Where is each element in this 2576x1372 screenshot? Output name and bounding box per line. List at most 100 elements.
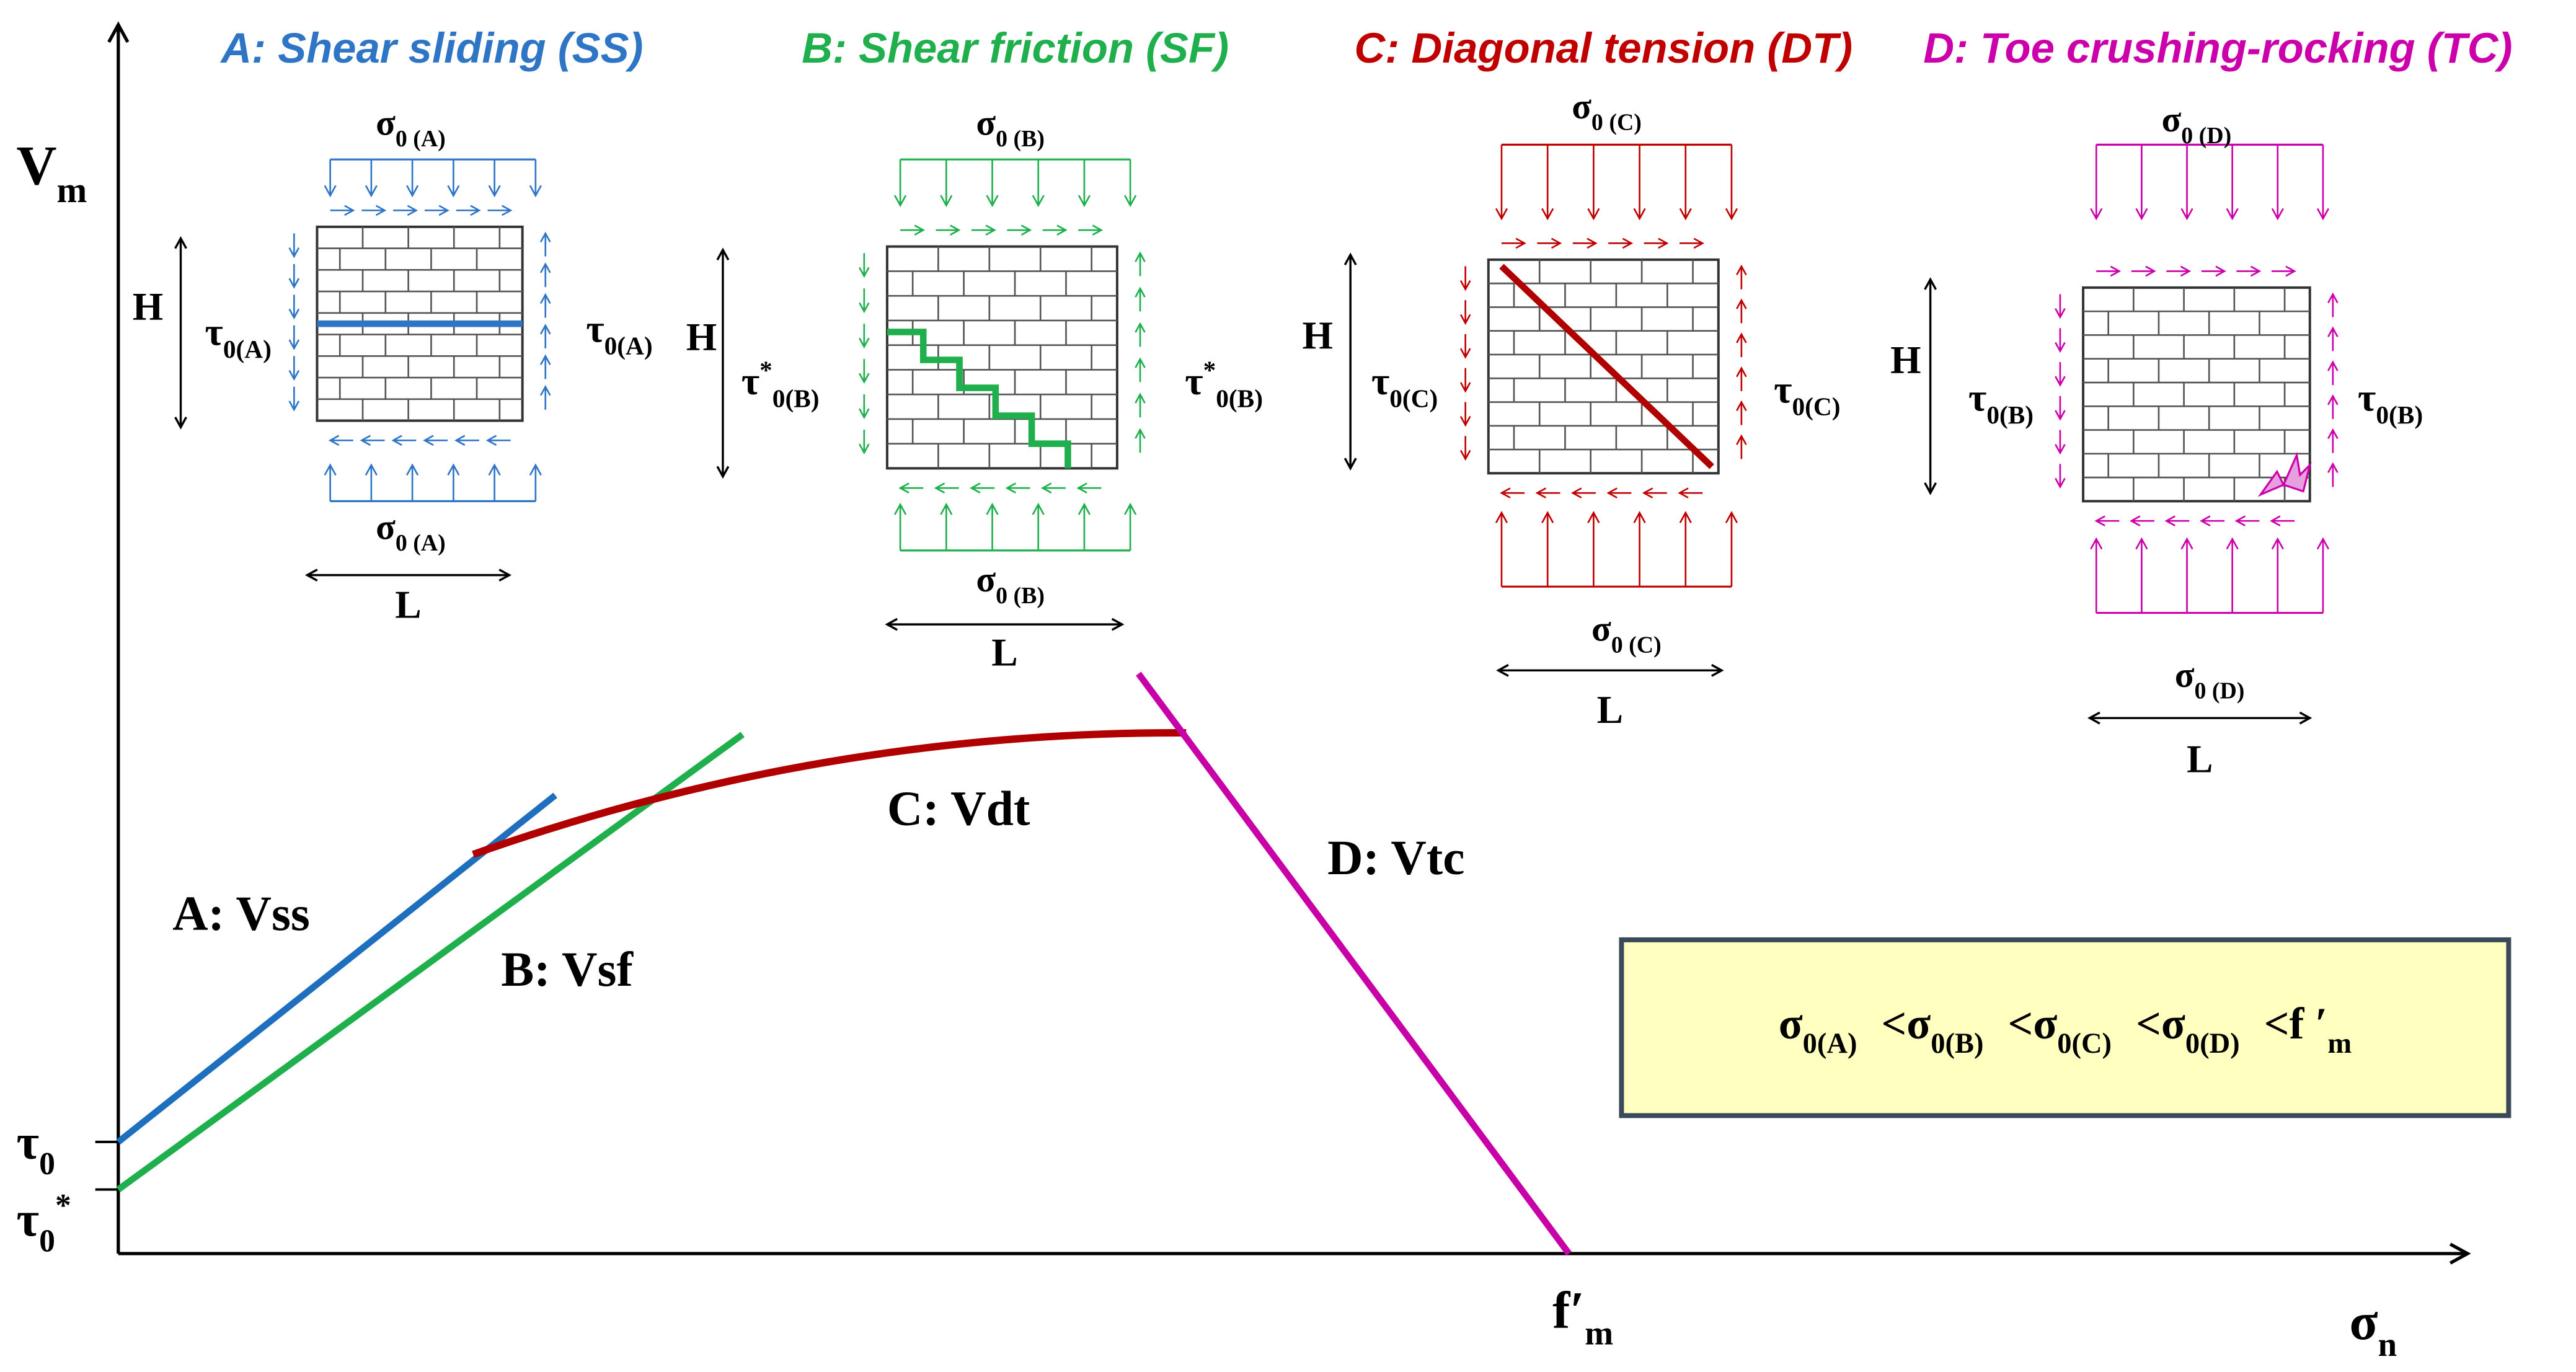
arrow-head bbox=[391, 435, 402, 446]
arrow-head bbox=[1124, 502, 1137, 515]
arrow-head bbox=[2327, 360, 2339, 371]
arrow-head bbox=[985, 224, 996, 236]
arrow-head bbox=[716, 247, 730, 261]
arrow-head bbox=[2180, 537, 2193, 550]
arrow-head bbox=[2271, 208, 2284, 221]
arrow-head bbox=[2327, 462, 2339, 473]
spacer bbox=[1857, 999, 1868, 1048]
panel-title: C: Diagonal tension (DT) bbox=[1355, 24, 1853, 72]
arrow-head bbox=[406, 463, 419, 476]
arrow-head bbox=[2055, 444, 2066, 455]
text-symbol: σ bbox=[376, 507, 396, 547]
arrow-head bbox=[485, 435, 497, 446]
arrow-head bbox=[2299, 711, 2313, 725]
arrow-head bbox=[304, 569, 318, 582]
arrow-head bbox=[288, 308, 300, 320]
arrow-head bbox=[324, 463, 337, 476]
arrow-head bbox=[1076, 482, 1087, 493]
arrow-head bbox=[1111, 617, 1125, 631]
arrow-head bbox=[1078, 195, 1091, 208]
arrow-head bbox=[406, 185, 419, 198]
text-sup: * bbox=[55, 1188, 71, 1223]
failure bbox=[2257, 451, 2312, 497]
arrow-head bbox=[1032, 502, 1045, 515]
arrow-head bbox=[375, 205, 387, 216]
text-symbol: σ bbox=[376, 102, 396, 143]
arrow-head bbox=[1005, 482, 1016, 493]
arrow-head bbox=[1343, 458, 1357, 471]
text-symbol: σ bbox=[2161, 999, 2185, 1048]
text-symbol: σ bbox=[2175, 655, 2195, 695]
arrow-head bbox=[470, 205, 481, 216]
arrow-head bbox=[2055, 342, 2066, 353]
text-sub: m bbox=[1585, 1314, 1613, 1352]
text-sub: 0(B) bbox=[1986, 401, 2034, 430]
arrow-head bbox=[529, 185, 542, 198]
arrow-head bbox=[859, 443, 870, 454]
arrow-head bbox=[1135, 251, 1146, 262]
failure bbox=[1499, 263, 1714, 469]
text-symbol: σ bbox=[2033, 999, 2057, 1048]
arrow-head bbox=[2226, 208, 2239, 221]
text-sub: 0 (A) bbox=[396, 126, 446, 152]
sigma-label: σ0 (C) bbox=[1591, 609, 1662, 658]
failure bbox=[887, 329, 1071, 469]
arrow-head bbox=[914, 224, 925, 236]
curve-b bbox=[116, 732, 745, 1192]
arrow-head bbox=[1693, 237, 1704, 249]
arrow-head bbox=[502, 205, 513, 216]
arrow-head bbox=[447, 463, 460, 476]
arrow-head bbox=[288, 247, 300, 259]
arrow-head bbox=[940, 195, 953, 208]
x-axis-label: σn bbox=[2349, 1293, 2397, 1363]
panel: A: Shear sliding (SS) H L bbox=[133, 24, 644, 627]
arrow-head bbox=[1633, 511, 1646, 523]
arrow-head bbox=[2164, 515, 2175, 526]
text-symbol: f ′ bbox=[2289, 999, 2327, 1048]
text-sub: 0(C) bbox=[1389, 384, 1438, 413]
arrow-head bbox=[1736, 264, 1747, 276]
wall bbox=[2082, 286, 2311, 503]
arrow-head bbox=[1535, 487, 1546, 498]
arrow-head bbox=[940, 502, 953, 515]
arrow-head bbox=[447, 185, 460, 198]
sigma-label: σ0 (A) bbox=[376, 507, 446, 556]
inequality-box bbox=[1619, 937, 2512, 1118]
arrow-head bbox=[539, 324, 551, 335]
sigma-label: σ0 (D) bbox=[2175, 655, 2245, 704]
height-label: H bbox=[1890, 338, 1921, 382]
arrow-head bbox=[498, 569, 512, 582]
length-label: L bbox=[1597, 688, 1623, 732]
arrow-head bbox=[324, 185, 337, 198]
panel: C: Diagonal tension (DT) H L bbox=[1302, 24, 1852, 732]
arrow-head bbox=[2449, 1242, 2471, 1265]
text-symbol: σ bbox=[1906, 999, 1931, 1048]
text-symbol: τ bbox=[16, 1192, 39, 1247]
height-label: H bbox=[686, 315, 717, 359]
text-symbol: σ bbox=[976, 559, 996, 600]
text-symbol: τ bbox=[586, 306, 604, 350]
arrow-head bbox=[2055, 308, 2066, 319]
arrow-head bbox=[2090, 208, 2103, 221]
text-sub: 0(C) bbox=[1792, 392, 1840, 422]
sigma-label: σ0 (B) bbox=[976, 102, 1045, 152]
text-symbol: σ bbox=[1779, 999, 1803, 1048]
arrow-head bbox=[1924, 482, 1937, 495]
tick-label: τ0 bbox=[16, 1115, 55, 1181]
arrow-head bbox=[859, 408, 870, 420]
arrow-head bbox=[1736, 298, 1747, 309]
arrow-head bbox=[859, 373, 870, 384]
arrow-head bbox=[2327, 428, 2339, 440]
tau-label: τ0(B) bbox=[1968, 376, 2034, 430]
arrow-head bbox=[859, 337, 870, 349]
arrow-head bbox=[1459, 449, 1471, 461]
arrow-head bbox=[488, 463, 501, 476]
text-symbol: f′ bbox=[1552, 1281, 1585, 1339]
operator: < bbox=[2136, 999, 2161, 1048]
operator: < bbox=[2008, 999, 2034, 1048]
length-label: L bbox=[991, 630, 1017, 674]
arrow-head bbox=[1459, 280, 1471, 291]
text-sub: 0(A) bbox=[1803, 1028, 1857, 1060]
arrow-head bbox=[1135, 322, 1146, 333]
arrow-head bbox=[1495, 511, 1508, 523]
